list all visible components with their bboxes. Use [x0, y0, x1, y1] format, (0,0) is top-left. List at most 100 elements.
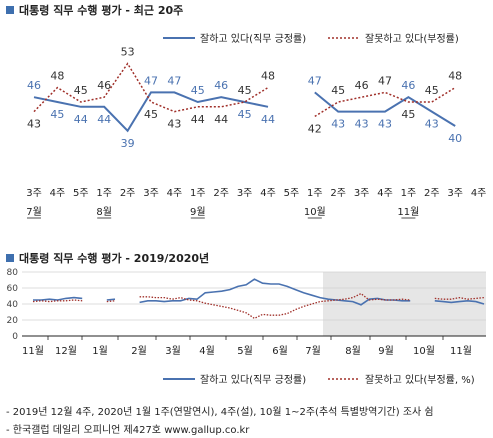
x-tick-month: 8월: [345, 345, 361, 357]
legend-negative-label: 잘못하고 있다(부정률, %): [365, 373, 475, 386]
x-tick-week: 2주: [213, 188, 229, 199]
x-tick-month: 3월: [165, 345, 181, 357]
negative-line: [32, 299, 83, 303]
chart-title: 대통령 직무 수행 평가 - 최근 20주: [19, 3, 183, 17]
positive-line: [33, 296, 83, 301]
negative-line: [106, 300, 116, 303]
x-tick-month: 9월: [190, 206, 206, 218]
x-tick-week: 4주: [260, 188, 276, 199]
x-tick-week: 2주: [120, 188, 136, 199]
x-tick-week: 3주: [447, 188, 463, 199]
negative-data-label: 48: [50, 70, 64, 83]
title-marker: [6, 6, 14, 14]
positive-line: [139, 278, 411, 306]
positive-data-label: 43: [378, 118, 392, 131]
x-tick-week: 1주: [190, 188, 206, 199]
positive-data-label: 46: [401, 79, 415, 92]
positive-data-label: 47: [144, 74, 158, 87]
positive-data-label: 40: [448, 132, 462, 145]
positive-line: [314, 91, 456, 127]
negative-data-label: 43: [167, 118, 181, 131]
x-tick-week: 2주: [330, 188, 346, 199]
x-tick-month: 12월: [55, 345, 77, 357]
x-tick-month: 8월: [96, 206, 112, 218]
x-tick-week: 3주: [143, 188, 159, 199]
x-tick-week: 3주: [26, 188, 42, 199]
positive-data-label: 39: [121, 137, 135, 150]
x-tick-month: 1월: [92, 345, 108, 357]
y-tick-label: 60: [7, 284, 19, 294]
negative-data-label: 45: [238, 84, 252, 97]
x-tick-month: 5월: [237, 345, 253, 357]
x-tick-month: 7월: [26, 206, 42, 218]
x-tick-week: 4주: [167, 188, 183, 199]
x-tick-month: 7월: [305, 345, 321, 357]
positive-data-label: 47: [167, 74, 181, 87]
x-tick-month: 10월: [413, 345, 435, 357]
x-tick-week: 1주: [96, 188, 112, 199]
chart-title: 대통령 직무 수행 평가 - 2019/2020년: [19, 251, 209, 265]
x-tick-week: 3주: [354, 188, 370, 199]
positive-data-label: 44: [97, 113, 111, 126]
positive-data-label: 43: [355, 118, 369, 131]
x-tick-week: 5주: [284, 188, 300, 199]
footnote-2: - 한국갤럽 데일리 오피니언 제427호 www.gallup.co.kr: [6, 425, 250, 436]
x-tick-month: 2월: [131, 345, 147, 357]
x-tick-month: 4월: [199, 345, 215, 357]
x-tick-month: 11월: [22, 345, 44, 357]
negative-data-label: 45: [331, 84, 345, 97]
negative-data-label: 47: [378, 74, 392, 87]
yearly-trend-chart: 대통령 직무 수행 평가 - 2019/2020년 0 20 40 60 80 11월 12월…: [6, 251, 486, 386]
positive-data-label: 43: [331, 118, 345, 131]
negative-data-label: 45: [144, 108, 158, 121]
x-tick-month: 6월: [272, 345, 288, 357]
title-marker: [6, 254, 14, 262]
positive-data-label: 44: [74, 113, 88, 126]
negative-data-label: 44: [214, 113, 228, 126]
x-tick-month: 11월: [450, 345, 472, 357]
negative-data-label: 42: [308, 122, 322, 135]
positive-line: [33, 91, 269, 133]
positive-data-label: 47: [308, 74, 322, 87]
positive-data-label: 45: [238, 108, 252, 121]
negative-data-label: 48: [261, 70, 275, 83]
positive-data-label: 43: [425, 118, 439, 131]
footnote-1: - 2019년 12월 4주, 2020년 1월 1주(연말연시), 4주(설)…: [6, 407, 434, 418]
x-tick-week: 4주: [377, 188, 393, 199]
negative-data-label: 46: [97, 79, 111, 92]
negative-line: [434, 296, 485, 300]
x-tick-week: 4주: [471, 188, 487, 199]
legend-positive-label: 잘하고 있다(직무 긍정률): [200, 373, 306, 386]
negative-data-label: 45: [425, 84, 439, 97]
x-tick-month: 11월: [397, 206, 419, 218]
x-tick-week: 1주: [401, 188, 417, 199]
negative-data-label: 45: [74, 84, 88, 97]
x-tick-month: 10월: [304, 206, 326, 218]
positive-data-label: 46: [214, 79, 228, 92]
positive-line: [434, 299, 485, 305]
x-tick-week: 2주: [424, 188, 440, 199]
negative-data-label: 43: [27, 118, 41, 131]
y-tick-label: 40: [7, 300, 19, 310]
x-tick-week: 1주: [307, 188, 323, 199]
x-tick-month: 9월: [378, 345, 394, 357]
y-tick-label: 80: [7, 268, 19, 278]
x-tick-week: 3주: [237, 188, 253, 199]
x-tick-week: 4주: [50, 188, 66, 199]
x-tick-week: 5주: [73, 188, 89, 199]
negative-data-label: 44: [191, 113, 205, 126]
negative-data-label: 48: [448, 70, 462, 83]
positive-data-label: 45: [191, 84, 205, 97]
negative-line: [139, 292, 411, 320]
negative-data-label: 53: [121, 46, 135, 59]
legend-positive-label: 잘하고 있다(직무 긍정률): [200, 32, 306, 45]
y-tick-label: 20: [7, 316, 19, 326]
positive-data-label: 45: [50, 108, 64, 121]
y-tick-label: 0: [12, 332, 18, 342]
positive-line: [106, 298, 116, 301]
legend-negative-label: 잘못하고 있다(부정률): [365, 32, 459, 45]
positive-data-label: 46: [27, 79, 41, 92]
negative-data-label: 45: [401, 108, 415, 121]
positive-data-label: 44: [261, 113, 275, 126]
